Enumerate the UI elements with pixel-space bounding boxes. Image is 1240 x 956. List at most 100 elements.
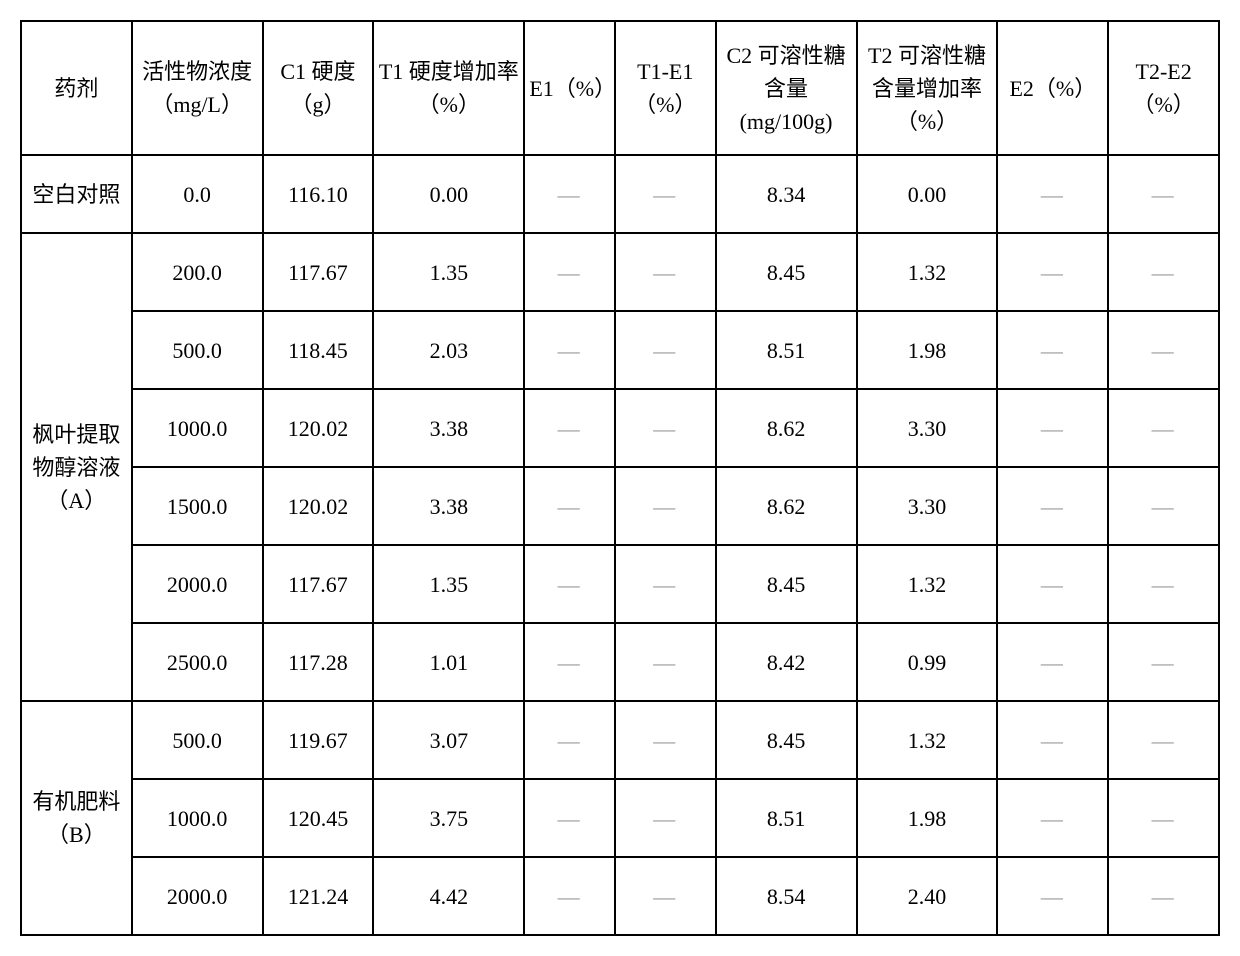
table-cell: — — [524, 857, 615, 935]
table-cell: — — [997, 545, 1108, 623]
table-cell: 1000.0 — [132, 389, 263, 467]
table-cell: 8.51 — [716, 311, 857, 389]
col-e2: E2（%） — [997, 21, 1108, 155]
col-e1: E1（%） — [524, 21, 615, 155]
table-cell: 1.32 — [857, 545, 998, 623]
table-cell: 2000.0 — [132, 857, 263, 935]
table-row: 1000.0120.453.75——8.511.98—— — [21, 779, 1219, 857]
table-cell: — — [1108, 701, 1219, 779]
data-table: 药剂 活性物浓度（mg/L） C1 硬度（g） T1 硬度增加率（%） E1（%… — [20, 20, 1220, 936]
table-cell: 8.45 — [716, 545, 857, 623]
table-cell: — — [524, 467, 615, 545]
table-cell: 3.30 — [857, 389, 998, 467]
table-cell: — — [524, 701, 615, 779]
table-cell: — — [524, 389, 615, 467]
table-cell: 2500.0 — [132, 623, 263, 701]
table-cell: 8.51 — [716, 779, 857, 857]
table-cell: 2.40 — [857, 857, 998, 935]
col-c1-hardness: C1 硬度（g） — [263, 21, 374, 155]
table-cell: 120.45 — [263, 779, 374, 857]
table-cell: 118.45 — [263, 311, 374, 389]
table-cell: — — [615, 467, 716, 545]
table-cell: 120.02 — [263, 389, 374, 467]
table-cell: 0.00 — [373, 155, 524, 233]
group-label: 有机肥料（B） — [21, 701, 132, 935]
table-cell: 117.67 — [263, 545, 374, 623]
table-cell: — — [997, 467, 1108, 545]
table-cell: 120.02 — [263, 467, 374, 545]
table-row: 2000.0121.244.42——8.542.40—— — [21, 857, 1219, 935]
table-cell: 1.98 — [857, 311, 998, 389]
col-t1-e1: T1-E1（%） — [615, 21, 716, 155]
table-cell: — — [997, 311, 1108, 389]
table-cell: 1.32 — [857, 701, 998, 779]
table-header-row: 药剂 活性物浓度（mg/L） C1 硬度（g） T1 硬度增加率（%） E1（%… — [21, 21, 1219, 155]
table-cell: 1.98 — [857, 779, 998, 857]
table-cell: 1.32 — [857, 233, 998, 311]
col-agent: 药剂 — [21, 21, 132, 155]
col-t2-e2: T2-E2（%） — [1108, 21, 1219, 155]
table-cell: 116.10 — [263, 155, 374, 233]
table-cell: 1.35 — [373, 545, 524, 623]
table-cell: 121.24 — [263, 857, 374, 935]
table-cell: 8.45 — [716, 701, 857, 779]
table-body: 空白对照0.0116.100.00——8.340.00——枫叶提取物醇溶液（A）… — [21, 155, 1219, 935]
col-t2-sugar-rate: T2 可溶性糖含量增加率（%） — [857, 21, 998, 155]
table-cell: 4.42 — [373, 857, 524, 935]
col-t1-hardness-rate: T1 硬度增加率（%） — [373, 21, 524, 155]
table-cell: — — [524, 233, 615, 311]
table-row: 500.0118.452.03——8.511.98—— — [21, 311, 1219, 389]
table-cell: 1.01 — [373, 623, 524, 701]
table-row: 空白对照0.0116.100.00——8.340.00—— — [21, 155, 1219, 233]
table-row: 1500.0120.023.38——8.623.30—— — [21, 467, 1219, 545]
table-cell: 1500.0 — [132, 467, 263, 545]
table-cell: 0.99 — [857, 623, 998, 701]
table-cell: — — [615, 545, 716, 623]
table-cell: — — [615, 701, 716, 779]
table-cell: 500.0 — [132, 701, 263, 779]
table-cell: 3.38 — [373, 467, 524, 545]
table-cell: — — [615, 389, 716, 467]
table-cell: 3.30 — [857, 467, 998, 545]
group-label: 枫叶提取物醇溶液（A） — [21, 233, 132, 701]
table-cell: 8.54 — [716, 857, 857, 935]
table-cell: 3.75 — [373, 779, 524, 857]
table-cell: — — [524, 779, 615, 857]
table-cell: — — [1108, 155, 1219, 233]
table-cell: 8.42 — [716, 623, 857, 701]
table-cell: — — [615, 311, 716, 389]
table-cell: 200.0 — [132, 233, 263, 311]
table-cell: 8.45 — [716, 233, 857, 311]
table-row: 2500.0117.281.01——8.420.99—— — [21, 623, 1219, 701]
table-cell: — — [524, 155, 615, 233]
table-cell: — — [524, 545, 615, 623]
table-cell: 1000.0 — [132, 779, 263, 857]
table-cell: 0.0 — [132, 155, 263, 233]
table-cell: 3.07 — [373, 701, 524, 779]
table-cell: — — [997, 857, 1108, 935]
group-label: 空白对照 — [21, 155, 132, 233]
table-row: 有机肥料（B）500.0119.673.07——8.451.32—— — [21, 701, 1219, 779]
table-cell: — — [1108, 545, 1219, 623]
table-cell: 500.0 — [132, 311, 263, 389]
table-cell: — — [1108, 623, 1219, 701]
table-cell: — — [997, 779, 1108, 857]
table-cell: 117.67 — [263, 233, 374, 311]
table-row: 枫叶提取物醇溶液（A）200.0117.671.35——8.451.32—— — [21, 233, 1219, 311]
table-cell: — — [524, 311, 615, 389]
table-row: 1000.0120.023.38——8.623.30—— — [21, 389, 1219, 467]
table-cell: — — [997, 233, 1108, 311]
col-c2-sugar: C2 可溶性糖含量(mg/100g) — [716, 21, 857, 155]
table-cell: — — [1108, 311, 1219, 389]
table-cell: — — [524, 623, 615, 701]
table-cell: 119.67 — [263, 701, 374, 779]
table-cell: 2.03 — [373, 311, 524, 389]
table-cell: 8.62 — [716, 389, 857, 467]
table-row: 2000.0117.671.35——8.451.32—— — [21, 545, 1219, 623]
table-cell: — — [1108, 779, 1219, 857]
table-cell: — — [997, 389, 1108, 467]
table-cell: — — [615, 779, 716, 857]
table-cell: — — [615, 623, 716, 701]
table-cell: 117.28 — [263, 623, 374, 701]
table-cell: — — [615, 233, 716, 311]
